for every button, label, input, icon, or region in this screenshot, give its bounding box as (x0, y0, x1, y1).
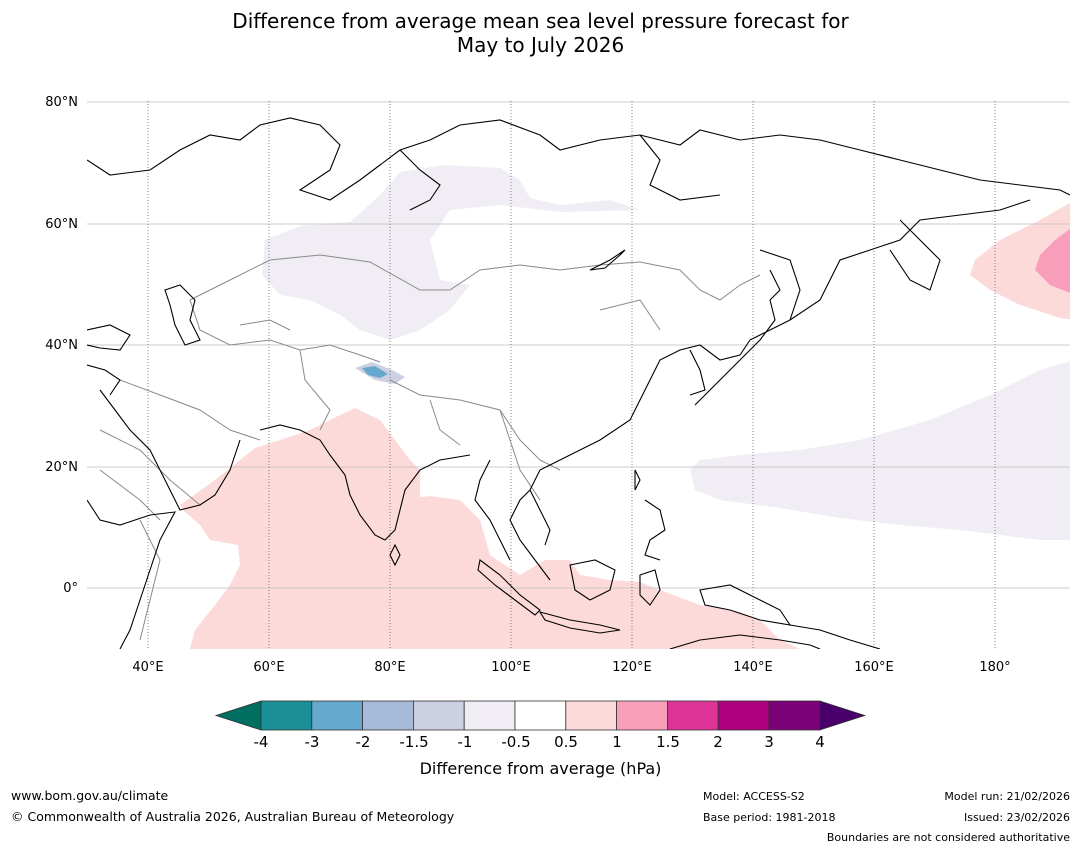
footer-model: Model: ACCESS-S2 (703, 790, 805, 803)
map-title-line-2: May to July 2026 (456, 33, 625, 57)
footer-copyright: © Commonwealth of Australia 2026, Austra… (11, 809, 455, 824)
colorbar-extend-low (214, 700, 262, 731)
map-title-line-1: Difference from average mean sea level p… (232, 9, 849, 33)
lat-label-40n: 40°N (45, 338, 78, 353)
colorbar-tick: -1 (457, 733, 473, 751)
colorbar-tick: 4 (815, 733, 825, 751)
latitude-gridlines (87, 101, 1070, 589)
lon-label-100e: 100°E (491, 660, 531, 675)
colorbar-swatch (463, 700, 516, 731)
map-frame (87, 101, 1070, 649)
colorbar-swatch (412, 700, 465, 731)
lon-label-60e: 60°E (253, 660, 285, 675)
colorbar-swatches (214, 700, 867, 731)
colorbar-tick: 2 (713, 733, 723, 751)
colorbar-tick: -0.5 (501, 733, 531, 751)
lat-label-20n: 20°N (45, 460, 78, 475)
colorbar-tick: 3 (764, 733, 774, 751)
colorbar-swatch (311, 700, 363, 731)
colorbar-swatch (717, 700, 770, 731)
lat-label-80n: 80°N (45, 95, 78, 110)
colorbar-swatch (514, 700, 567, 731)
negative-anomaly-pacific (690, 361, 1070, 540)
colorbar-tick: -3 (304, 733, 320, 751)
footer-url[interactable]: www.bom.gov.au/climate (11, 788, 169, 803)
colorbar-tick: -1.5 (399, 733, 429, 751)
lon-label-120e: 120°E (612, 660, 652, 675)
colorbar-extend-high (819, 700, 867, 731)
footer-model-run: Model run: 21/02/2026 (944, 790, 1070, 803)
lon-label-140e: 140°E (733, 660, 773, 675)
positive-anomaly-indian-ocean (180, 408, 800, 649)
lon-label-180: 180° (979, 660, 1011, 675)
lon-label-80e: 80°E (374, 660, 406, 675)
lon-label-40e: 40°E (132, 660, 164, 675)
strong-positive-anomaly-north-pacific (1035, 228, 1070, 293)
footer-base-period: Base period: 1981-2018 (703, 811, 836, 824)
negative-anomaly-tibet-core (362, 366, 388, 378)
country-borders (99, 254, 761, 641)
lat-label-equator: 0° (63, 581, 78, 596)
colorbar-tick: -2 (355, 733, 371, 751)
coastlines (87, 117, 1070, 649)
footer-disclaimer: Boundaries are not considered authoritat… (826, 831, 1070, 844)
footer-issued: Issued: 23/02/2026 (963, 811, 1070, 824)
colorbar-label: Difference from average (hPa) (419, 759, 662, 778)
colorbar-swatch (565, 700, 617, 731)
colorbar-swatch (768, 700, 821, 731)
lon-label-160e: 160°E (854, 660, 894, 675)
anomaly-shading (180, 165, 1070, 649)
forecast-map (87, 101, 1070, 649)
colorbar-swatch (362, 700, 414, 731)
lat-label-60n: 60°N (45, 217, 78, 232)
colorbar-swatch (260, 700, 313, 731)
longitude-gridlines (147, 101, 996, 649)
colorbar-tick: 0.5 (554, 733, 578, 751)
colorbar-swatch (616, 700, 668, 731)
colorbar-tick: 1 (612, 733, 622, 751)
colorbar-tick: -4 (253, 733, 269, 751)
colorbar-swatch (667, 700, 719, 731)
colorbar-tick: 1.5 (656, 733, 680, 751)
negative-anomaly-region (262, 165, 640, 340)
